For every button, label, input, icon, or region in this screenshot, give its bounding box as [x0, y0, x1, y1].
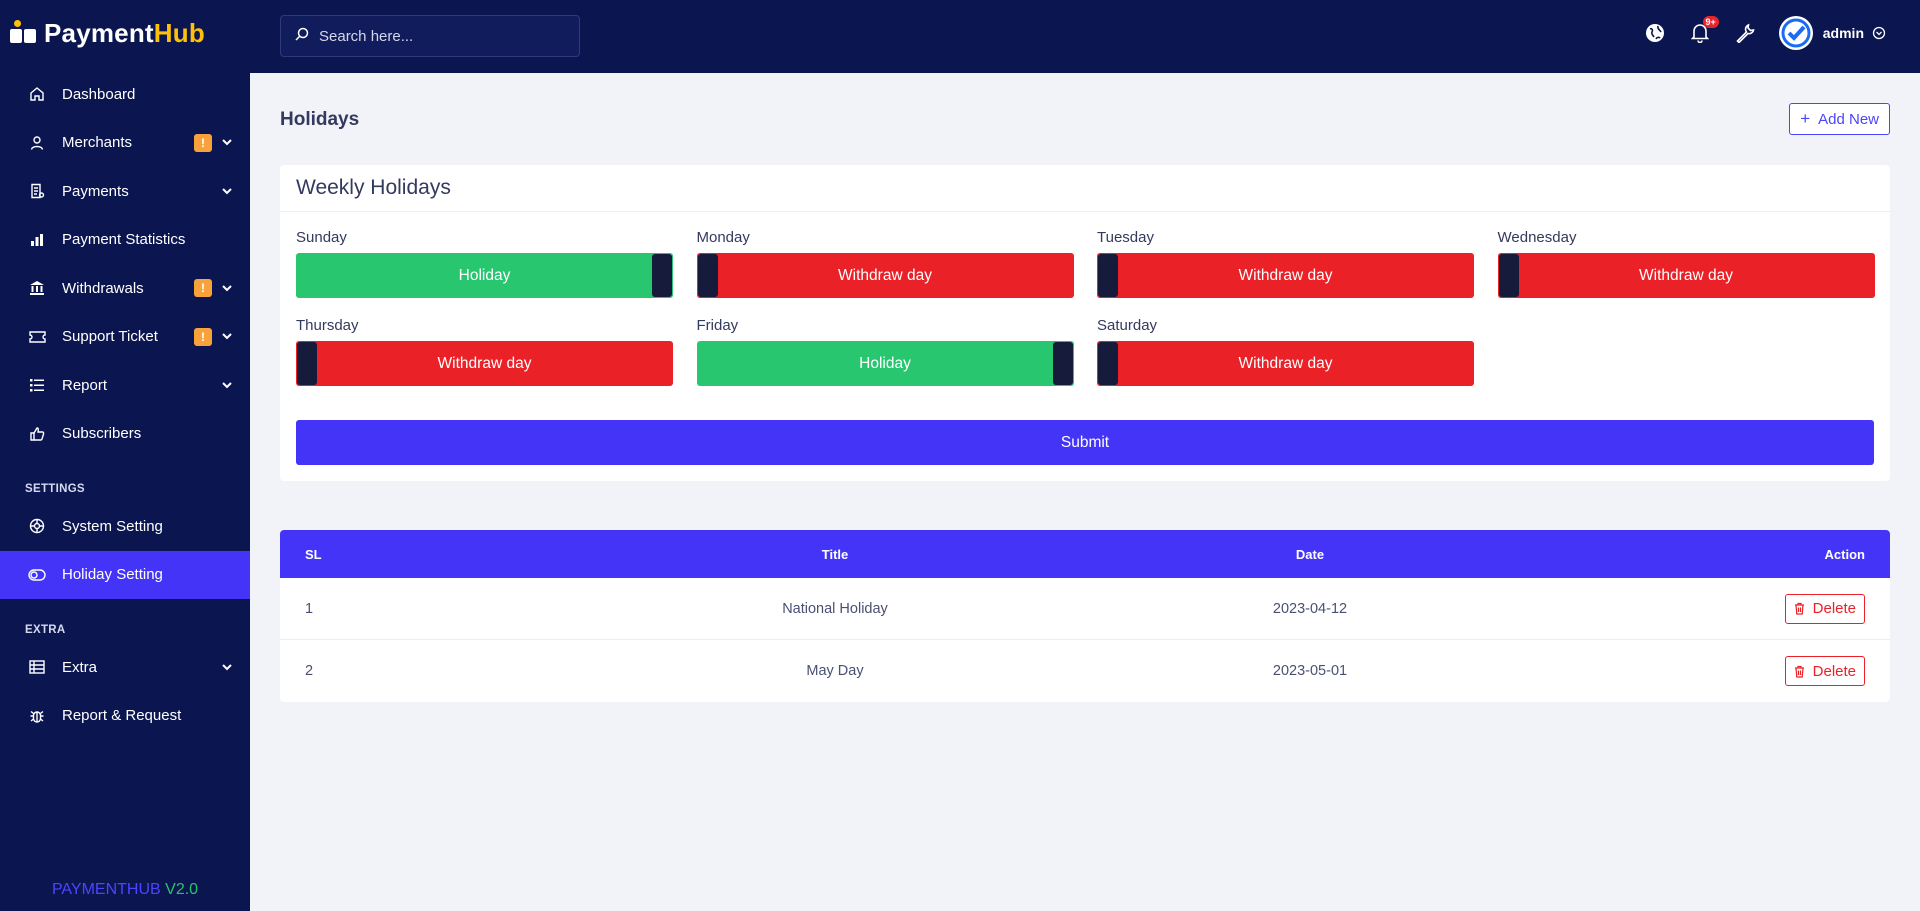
- chevron-down-icon: [222, 283, 232, 293]
- day-sunday: Sunday Holiday: [296, 229, 673, 298]
- thumbs-up-icon: [28, 425, 46, 443]
- trash-icon: [1794, 602, 1805, 615]
- globe-icon[interactable]: [1644, 22, 1666, 44]
- sidebar-item-holiday-setting[interactable]: Holiday Setting: [0, 550, 250, 599]
- wrench-icon[interactable]: [1734, 22, 1756, 44]
- add-new-button[interactable]: + Add New: [1789, 103, 1890, 135]
- toggle-knob[interactable]: [697, 254, 718, 297]
- version-footer: PAYMENTHUB V2.0: [51, 881, 199, 898]
- table-row: 2 May Day 2023-05-01 Delete: [280, 640, 1890, 702]
- table-row: 1 National Holiday 2023-04-12 Delete: [280, 578, 1890, 640]
- list-icon: [28, 376, 46, 394]
- receipt-icon: [28, 182, 46, 200]
- day-toggle-sunday[interactable]: Holiday: [296, 253, 673, 298]
- chevron-down-icon: [222, 662, 232, 672]
- day-tuesday: Tuesday Withdraw day: [1097, 229, 1474, 298]
- day-toggle-thursday[interactable]: Withdraw day: [296, 341, 673, 386]
- day-saturday: Saturday Withdraw day: [1097, 317, 1474, 386]
- page-title: Holidays: [280, 109, 360, 130]
- sidebar-item-merchants[interactable]: Merchants !: [0, 119, 250, 168]
- day-toggle-saturday[interactable]: Withdraw day: [1097, 341, 1474, 386]
- user-icon: [28, 134, 46, 152]
- toggle-knob[interactable]: [1098, 254, 1118, 297]
- toggle-knob[interactable]: [1052, 342, 1073, 385]
- weekly-holidays-card: Weekly Holidays Sunday Holiday Monday Wi…: [280, 165, 1890, 481]
- sidebar-item-support-ticket[interactable]: Support Ticket !: [0, 313, 250, 362]
- trash-icon: [1794, 665, 1805, 678]
- alert-badge: !: [194, 279, 212, 298]
- delete-button[interactable]: Delete: [1784, 593, 1865, 624]
- brand-name: PaymentHub: [44, 17, 205, 48]
- search-box[interactable]: [280, 15, 580, 57]
- bell-icon[interactable]: 9+: [1689, 16, 1719, 44]
- sidebar-item-extra[interactable]: Extra: [0, 643, 250, 692]
- day-thursday: Thursday Withdraw day: [296, 317, 673, 386]
- toggle-knob[interactable]: [652, 254, 672, 297]
- sidebar-item-withdrawals[interactable]: Withdrawals !: [0, 264, 250, 313]
- toggle-knob[interactable]: [297, 342, 317, 385]
- day-monday: Monday Withdraw day: [696, 229, 1074, 298]
- chevron-down-icon[interactable]: [1872, 26, 1886, 40]
- cell-sl: 1: [305, 600, 314, 617]
- sidebar-item-dashboard[interactable]: Dashboard: [0, 70, 250, 119]
- cell-title: May Day: [806, 663, 864, 679]
- day-toggle-tuesday[interactable]: Withdraw day: [1097, 253, 1474, 298]
- topbar: 9+ admin: [250, 0, 1920, 73]
- chevron-down-icon: [222, 186, 232, 196]
- day-toggle-friday[interactable]: Holiday: [696, 341, 1074, 386]
- search-icon: [295, 27, 309, 46]
- sidebar-item-subscribers[interactable]: Subscribers: [0, 410, 250, 459]
- avatar[interactable]: [1778, 16, 1813, 50]
- toggle-icon: [28, 566, 46, 584]
- extra-heading: EXTRA: [25, 624, 66, 636]
- notification-count: 9+: [1702, 16, 1719, 28]
- table-header: SL Title Date Action: [280, 530, 1890, 578]
- column-sl: SL: [305, 546, 322, 562]
- card-title: Weekly Holidays: [280, 165, 1890, 212]
- bar-chart-icon: [28, 231, 46, 249]
- cell-sl: 2: [305, 663, 314, 679]
- chevron-down-icon: [222, 138, 232, 148]
- cell-date: 2023-05-01: [1272, 663, 1348, 679]
- settings-icon: [28, 517, 46, 535]
- cell-date: 2023-04-12: [1272, 600, 1348, 617]
- column-action: Action: [1824, 546, 1865, 562]
- ticket-icon: [28, 328, 46, 346]
- sidebar-nav: Dashboard Merchants ! Payments Payment S…: [0, 70, 250, 458]
- holidays-table: SL Title Date Action 1 National Holiday …: [280, 530, 1890, 702]
- cell-title: National Holiday: [782, 600, 888, 617]
- bank-icon: [28, 279, 46, 297]
- sidebar-item-system-setting[interactable]: System Setting: [0, 502, 250, 551]
- sidebar-item-report-request[interactable]: Report & Request: [0, 692, 250, 741]
- day-toggle-monday[interactable]: Withdraw day: [696, 253, 1074, 298]
- brand-logo[interactable]: PaymentHub: [0, 0, 250, 66]
- user-name[interactable]: admin: [1822, 25, 1864, 41]
- sidebar-item-report[interactable]: Report: [0, 361, 250, 410]
- sidebar-item-payments[interactable]: Payments: [0, 167, 250, 216]
- column-date: Date: [1295, 546, 1325, 562]
- delete-button[interactable]: Delete: [1784, 656, 1865, 686]
- sidebar-item-payment-statistics[interactable]: Payment Statistics: [0, 216, 250, 265]
- search-input[interactable]: [319, 27, 569, 45]
- day-wednesday: Wednesday Withdraw day: [1497, 229, 1875, 298]
- alert-badge: !: [194, 327, 212, 346]
- toggle-knob[interactable]: [1498, 254, 1519, 297]
- home-icon: [28, 85, 46, 103]
- logo-icon: [10, 20, 36, 46]
- sidebar: PaymentHub Dashboard Merchants ! Payment…: [0, 0, 250, 911]
- table-icon: [28, 658, 46, 676]
- submit-button[interactable]: Submit: [296, 420, 1874, 465]
- column-title: Title: [821, 546, 849, 562]
- settings-heading: SETTINGS: [25, 483, 85, 495]
- chevron-down-icon: [222, 380, 232, 390]
- day-toggle-wednesday[interactable]: Withdraw day: [1497, 253, 1875, 298]
- toggle-knob[interactable]: [1098, 342, 1118, 385]
- plus-icon: +: [1800, 109, 1811, 128]
- main-content: Holidays + Add New Weekly Holidays Sunday…: [250, 73, 1920, 911]
- chevron-down-icon: [222, 332, 232, 342]
- day-friday: Friday Holiday: [696, 317, 1074, 386]
- bug-icon: [28, 707, 46, 725]
- alert-badge: !: [194, 133, 212, 152]
